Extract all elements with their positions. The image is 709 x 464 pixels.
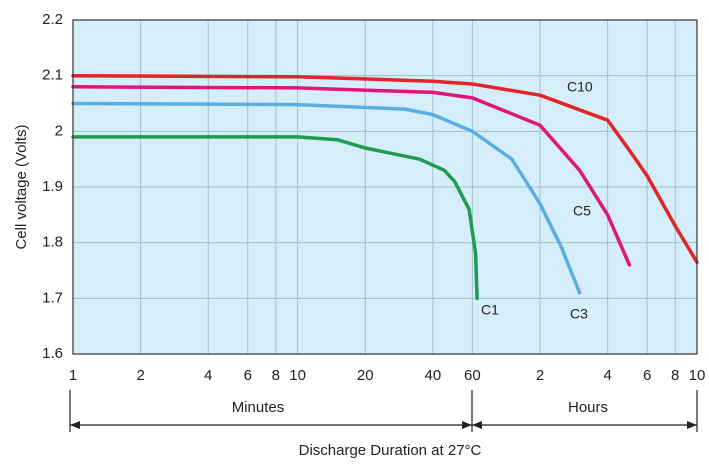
x-tick-label: 10	[689, 367, 706, 384]
x-tick-label: 6	[244, 367, 252, 384]
y-tick-label: 1.6	[42, 345, 63, 362]
y-tick-label: 2	[55, 122, 63, 139]
x-tick-label: 8	[272, 367, 280, 384]
x-tick-label: 40	[424, 367, 441, 384]
x-tick-label: 6	[643, 367, 651, 384]
x-tick-label: 2	[536, 367, 544, 384]
y-tick-label: 1.8	[42, 234, 63, 251]
plot-border	[72, 19, 698, 355]
y-tick-label: 1.9	[42, 178, 63, 195]
x-tick-label: 8	[671, 367, 679, 384]
duration-brackets	[69, 390, 698, 432]
series-line	[71, 101, 582, 295]
x-tick-label: 20	[357, 367, 374, 384]
y-tick-label: 2.2	[42, 11, 63, 28]
x-tick-label: 10	[289, 367, 306, 384]
annotation: Hours	[568, 399, 608, 416]
x-axis-label: Discharge Duration at 27°C	[299, 442, 482, 459]
y-tick-label: 1.7	[42, 289, 63, 306]
series-label: C3	[570, 306, 588, 322]
y-tick-label: 2.1	[42, 67, 63, 84]
series-label: C10	[567, 79, 593, 95]
annotation: Minutes	[232, 399, 285, 416]
series-label: C5	[573, 203, 591, 219]
x-tick-label: 4	[603, 367, 611, 384]
x-tick-label: 60	[464, 367, 481, 384]
series-line	[71, 135, 479, 301]
x-tick-label: 2	[136, 367, 144, 384]
series-line	[71, 73, 699, 264]
x-tick-label: 1	[69, 367, 77, 384]
series-label: C1	[481, 302, 499, 318]
x-tick-label: 4	[204, 367, 212, 384]
series-line	[71, 85, 632, 267]
y-axis-label: Cell voltage (Volts)	[13, 124, 30, 249]
